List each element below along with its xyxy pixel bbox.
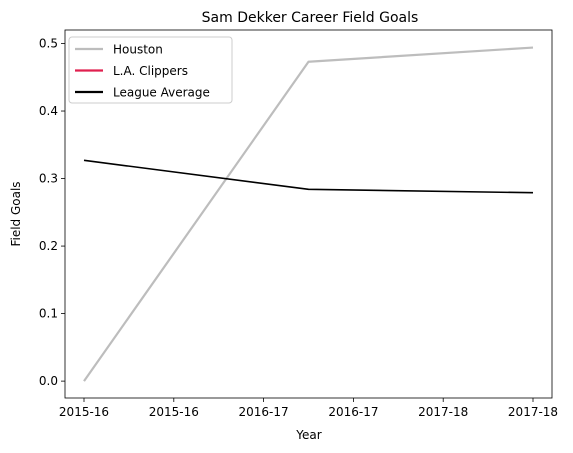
y-tick-label: 0.2	[39, 239, 58, 253]
x-tick-label: 2016-17	[328, 405, 378, 419]
legend: Houston L.A. Clippers League Average	[69, 37, 232, 103]
y-tick-label: 0.4	[39, 104, 58, 118]
series-line	[84, 160, 533, 192]
legend-label: L.A. Clippers	[113, 64, 188, 78]
x-axis-label: Year	[295, 428, 321, 442]
x-tick-label: 2015-16	[149, 405, 199, 419]
chart-title: Sam Dekker Career Field Goals	[202, 10, 419, 26]
legend-label: League Average	[113, 86, 210, 100]
x-tick-label: 2016-17	[239, 405, 289, 419]
y-axis-label: Field Goals	[9, 181, 23, 246]
y-tick-label: 0.0	[39, 374, 58, 388]
y-tick-label: 0.1	[39, 307, 58, 321]
x-tick-label: 2017-18	[508, 405, 558, 419]
x-tick-label: 2017-18	[418, 405, 468, 419]
legend-label: Houston	[113, 43, 163, 57]
x-tick-label: 2015-16	[59, 405, 109, 419]
y-tick-label: 0.5	[39, 37, 58, 51]
y-tick-label: 0.3	[39, 172, 58, 186]
